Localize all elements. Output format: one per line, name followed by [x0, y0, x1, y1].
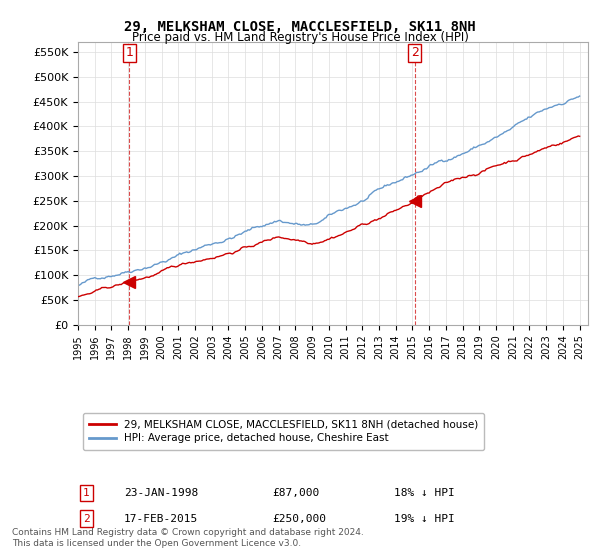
Text: 1: 1	[83, 488, 90, 498]
Text: 1: 1	[125, 46, 133, 59]
Text: 2: 2	[410, 46, 419, 59]
Legend: 29, MELKSHAM CLOSE, MACCLESFIELD, SK11 8NH (detached house), HPI: Average price,: 29, MELKSHAM CLOSE, MACCLESFIELD, SK11 8…	[83, 413, 484, 450]
Text: 19% ↓ HPI: 19% ↓ HPI	[394, 514, 455, 524]
Text: Contains HM Land Registry data © Crown copyright and database right 2024.
This d: Contains HM Land Registry data © Crown c…	[12, 528, 364, 548]
Text: £250,000: £250,000	[272, 514, 326, 524]
Text: 23-JAN-1998: 23-JAN-1998	[124, 488, 198, 498]
Text: £87,000: £87,000	[272, 488, 319, 498]
Text: 18% ↓ HPI: 18% ↓ HPI	[394, 488, 455, 498]
Text: 2: 2	[83, 514, 90, 524]
Text: 29, MELKSHAM CLOSE, MACCLESFIELD, SK11 8NH: 29, MELKSHAM CLOSE, MACCLESFIELD, SK11 8…	[124, 20, 476, 34]
Text: Price paid vs. HM Land Registry's House Price Index (HPI): Price paid vs. HM Land Registry's House …	[131, 31, 469, 44]
Text: 17-FEB-2015: 17-FEB-2015	[124, 514, 198, 524]
